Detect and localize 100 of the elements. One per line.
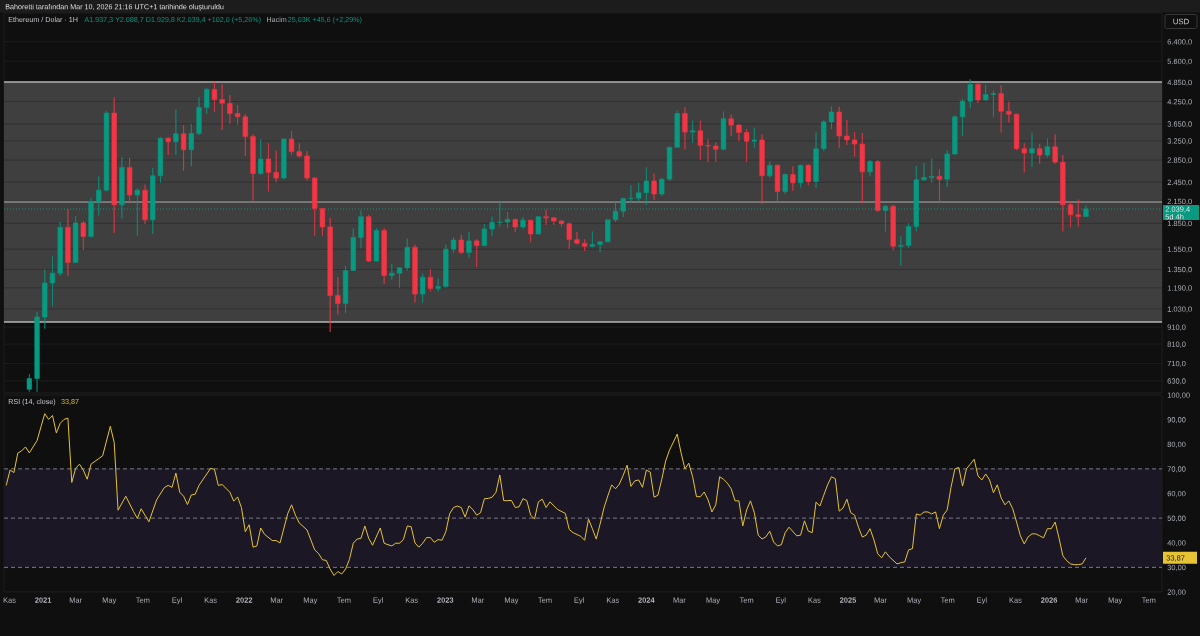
candlestick	[782, 173, 788, 195]
candlestick	[751, 127, 757, 149]
candlestick	[690, 120, 696, 143]
candlestick	[720, 111, 727, 151]
candlestick	[728, 114, 734, 137]
candlestick	[1044, 138, 1051, 158]
candlestick	[1060, 154, 1066, 232]
candlestick	[211, 81, 218, 113]
candlestick	[520, 216, 526, 230]
candlestick	[651, 173, 657, 201]
candlestick	[798, 164, 804, 188]
candlestick	[890, 204, 896, 251]
candlestick	[628, 184, 634, 203]
candlestick	[504, 211, 511, 229]
candlestick	[489, 216, 495, 236]
candlestick	[258, 139, 264, 175]
candlestick	[73, 215, 79, 264]
candlestick	[589, 231, 595, 248]
candlestick	[204, 87, 210, 115]
candlestick	[574, 231, 580, 245]
candlestick	[528, 219, 534, 243]
candlestick	[250, 133, 256, 201]
candlestick	[867, 159, 873, 177]
candlestick	[450, 237, 457, 254]
candlestick	[443, 244, 449, 289]
candlestick	[566, 222, 572, 250]
candlestick	[875, 159, 881, 213]
candlestick	[327, 217, 333, 333]
candlestick	[582, 238, 588, 252]
candlestick	[420, 273, 426, 303]
candlestick	[597, 241, 603, 253]
candlestick	[558, 219, 565, 227]
candlestick	[281, 137, 287, 180]
candlestick	[188, 123, 194, 167]
candlestick	[173, 109, 179, 156]
candlestick	[921, 162, 927, 182]
candlestick	[366, 214, 372, 263]
candlestick	[836, 106, 842, 149]
candlestick	[898, 236, 904, 266]
candlestick	[381, 227, 387, 285]
candlestick	[975, 82, 981, 104]
candlestick	[551, 216, 557, 226]
candlestick	[466, 231, 472, 259]
candlestick	[605, 219, 611, 243]
candlestick	[497, 201, 503, 227]
candlestick	[389, 263, 395, 280]
candlestick	[481, 223, 488, 247]
candlestick	[844, 119, 850, 146]
candlestick	[512, 218, 518, 233]
candlestick	[65, 208, 71, 277]
candlestick	[435, 278, 441, 292]
candlestick	[736, 123, 742, 142]
candlestick	[813, 131, 819, 188]
candlestick	[427, 269, 434, 292]
candlestick	[157, 137, 164, 184]
candlestick	[335, 276, 341, 316]
candlestick	[165, 136, 171, 156]
candlestick	[219, 84, 225, 131]
candlestick	[57, 221, 63, 277]
candlestick	[759, 133, 765, 205]
candlestick	[851, 131, 858, 157]
candlestick	[396, 266, 403, 289]
candlestick	[127, 157, 133, 204]
candlestick	[227, 94, 233, 125]
candlestick	[42, 269, 48, 329]
candlestick	[790, 166, 796, 192]
candlestick	[998, 84, 1004, 133]
candlestick	[304, 150, 310, 181]
candlestick	[666, 146, 673, 182]
candlestick	[1052, 133, 1058, 164]
candlestick	[80, 220, 86, 251]
candlestick	[543, 209, 549, 226]
candlestick	[705, 138, 711, 163]
candlestick	[373, 227, 380, 263]
candlestick	[180, 124, 187, 172]
candlestick	[767, 161, 773, 179]
candlestick	[697, 120, 703, 161]
candlestick	[474, 238, 480, 268]
candlestick	[111, 96, 117, 234]
candlestick	[859, 132, 865, 204]
candlestick	[674, 110, 680, 149]
candlestick	[49, 256, 56, 307]
candlestick	[535, 216, 541, 235]
candlestick	[1006, 101, 1012, 123]
candlestick	[929, 158, 935, 184]
candlestick	[713, 141, 719, 162]
candlestick	[142, 184, 148, 225]
candlestick	[265, 142, 272, 192]
candlestick	[952, 115, 958, 155]
candlestick	[1037, 143, 1043, 164]
line-series	[5, 413, 1087, 576]
candlestick	[774, 163, 781, 202]
candlestick	[412, 244, 418, 303]
candlestick	[404, 238, 410, 271]
candlestick	[659, 177, 665, 197]
candlestick	[682, 106, 688, 150]
candlestick	[805, 163, 811, 186]
candlestick	[744, 128, 750, 163]
candlestick	[944, 149, 950, 188]
candlestick	[273, 150, 279, 183]
